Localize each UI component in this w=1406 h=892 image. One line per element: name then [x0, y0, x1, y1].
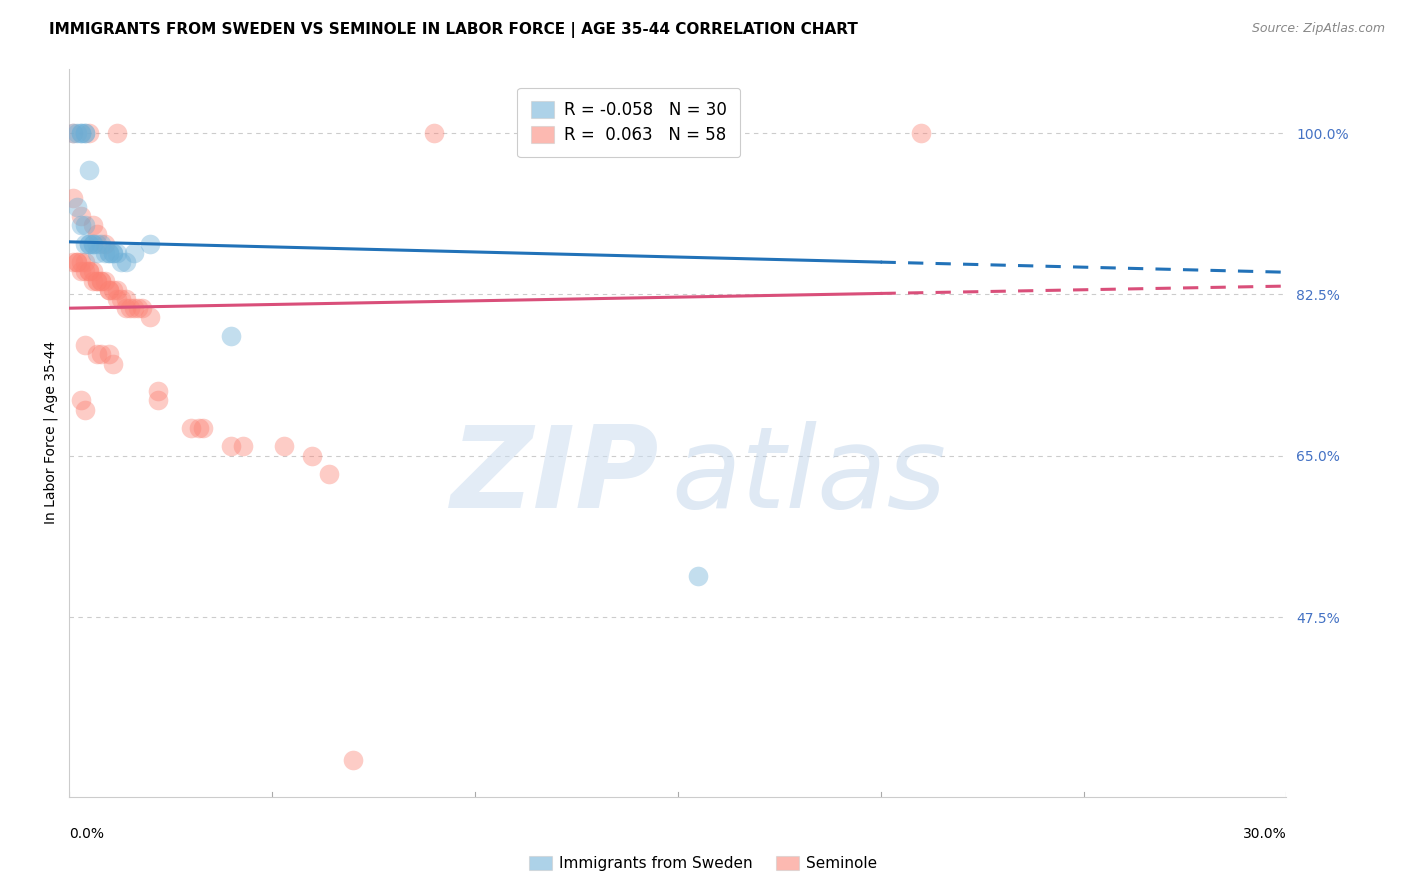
- Point: [86, 227, 108, 242]
- Point: [73, 402, 96, 417]
- Text: 30.0%: 30.0%: [1243, 827, 1286, 841]
- Point: [110, 292, 132, 306]
- Point: [82, 219, 104, 233]
- Point: [187, 421, 209, 435]
- Point: [301, 449, 323, 463]
- Point: [94, 236, 117, 251]
- Point: [107, 126, 129, 140]
- Point: [98, 283, 121, 297]
- Legend: Immigrants from Sweden, Seminole: Immigrants from Sweden, Seminole: [523, 850, 883, 877]
- Point: [232, 440, 254, 454]
- Point: [66, 126, 89, 140]
- Point: [122, 246, 145, 260]
- Point: [107, 246, 129, 260]
- Point: [77, 236, 100, 251]
- Text: Source: ZipAtlas.com: Source: ZipAtlas.com: [1251, 22, 1385, 36]
- Point: [90, 274, 112, 288]
- Point: [70, 255, 93, 269]
- Point: [910, 126, 932, 140]
- Text: atlas: atlas: [672, 421, 946, 532]
- Text: 0.0%: 0.0%: [69, 827, 104, 841]
- Point: [70, 264, 93, 278]
- Point: [191, 421, 214, 435]
- Point: [107, 283, 129, 297]
- Point: [318, 467, 340, 482]
- Point: [118, 301, 141, 316]
- Point: [73, 264, 96, 278]
- Point: [73, 255, 96, 269]
- Point: [98, 283, 121, 297]
- Point: [94, 274, 117, 288]
- Point: [114, 301, 136, 316]
- Text: IMMIGRANTS FROM SWEDEN VS SEMINOLE IN LABOR FORCE | AGE 35-44 CORRELATION CHART: IMMIGRANTS FROM SWEDEN VS SEMINOLE IN LA…: [49, 22, 858, 38]
- Point: [86, 246, 108, 260]
- Point: [219, 329, 242, 343]
- Point: [98, 246, 121, 260]
- Point: [77, 264, 100, 278]
- Point: [77, 126, 100, 140]
- Point: [139, 310, 162, 325]
- Point: [77, 264, 100, 278]
- Point: [70, 126, 93, 140]
- Point: [342, 753, 364, 767]
- Point: [131, 301, 153, 316]
- Point: [146, 393, 169, 408]
- Point: [82, 236, 104, 251]
- Point: [179, 421, 201, 435]
- Point: [146, 384, 169, 399]
- Point: [127, 301, 149, 316]
- Point: [423, 126, 446, 140]
- Point: [114, 255, 136, 269]
- Point: [73, 219, 96, 233]
- Point: [70, 219, 93, 233]
- Point: [77, 162, 100, 177]
- Point: [90, 274, 112, 288]
- Point: [62, 126, 84, 140]
- Point: [70, 126, 93, 140]
- Point: [82, 274, 104, 288]
- Y-axis label: In Labor Force | Age 35-44: In Labor Force | Age 35-44: [44, 341, 58, 524]
- Point: [62, 190, 84, 204]
- Point: [82, 236, 104, 251]
- Legend: R = -0.058   N = 30, R =  0.063   N = 58: R = -0.058 N = 30, R = 0.063 N = 58: [517, 87, 741, 158]
- Point: [66, 200, 89, 214]
- Point: [90, 347, 112, 361]
- Point: [73, 338, 96, 352]
- Point: [73, 126, 96, 140]
- Point: [103, 283, 125, 297]
- Point: [98, 347, 121, 361]
- Point: [70, 209, 93, 223]
- Point: [544, 126, 567, 140]
- Point: [73, 236, 96, 251]
- Point: [82, 264, 104, 278]
- Point: [66, 255, 89, 269]
- Point: [103, 246, 125, 260]
- Point: [94, 246, 117, 260]
- Point: [86, 274, 108, 288]
- Point: [90, 236, 112, 251]
- Point: [103, 357, 125, 371]
- Point: [139, 236, 162, 251]
- Text: ZIP: ZIP: [451, 421, 659, 532]
- Point: [219, 440, 242, 454]
- Point: [86, 347, 108, 361]
- Point: [103, 246, 125, 260]
- Point: [62, 126, 84, 140]
- Point: [110, 255, 132, 269]
- Point: [107, 292, 129, 306]
- Point: [86, 274, 108, 288]
- Point: [66, 255, 89, 269]
- Point: [98, 246, 121, 260]
- Point: [77, 236, 100, 251]
- Point: [62, 255, 84, 269]
- Point: [73, 126, 96, 140]
- Point: [114, 292, 136, 306]
- Point: [86, 236, 108, 251]
- Point: [122, 301, 145, 316]
- Point: [686, 568, 709, 582]
- Point: [70, 393, 93, 408]
- Point: [273, 440, 295, 454]
